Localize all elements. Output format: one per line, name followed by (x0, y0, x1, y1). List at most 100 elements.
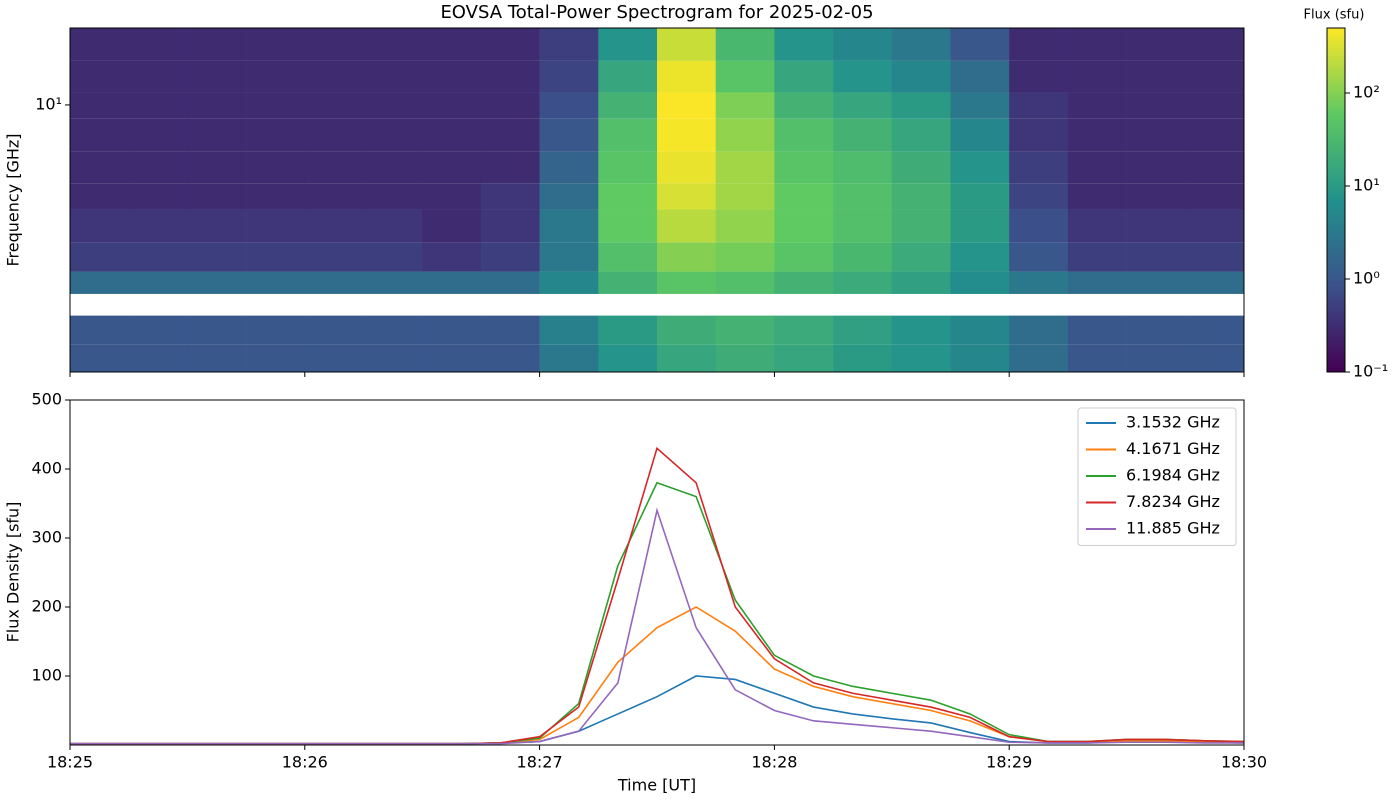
x-tick-label: 18:30 (1221, 753, 1267, 772)
heatmap-cell (715, 151, 775, 184)
heatmap-cell (480, 344, 540, 372)
heatmap-cell (1009, 315, 1069, 345)
heatmap-cell (539, 183, 599, 210)
heatmap-cell (70, 118, 129, 152)
heatmap-cell (774, 242, 834, 272)
heatmap-cell (1185, 151, 1245, 184)
heatmap-cell (304, 242, 364, 272)
chart-title: EOVSA Total-Power Spectrogram for 2025-0… (440, 2, 873, 23)
heatmap-cell (1067, 344, 1127, 372)
x-tick-label: 18:26 (282, 753, 328, 772)
y-axis-label: Frequency [GHz] (4, 133, 23, 266)
heatmap-cell (657, 315, 716, 345)
heatmap-cell (187, 242, 247, 272)
series-line (70, 446, 1245, 745)
heatmap-cell (1067, 183, 1127, 210)
heatmap-cell (363, 344, 423, 372)
heatmap-cell (304, 118, 364, 152)
heatmap-cell (422, 118, 482, 152)
heatmap-cell (715, 209, 775, 243)
series-line (70, 481, 1245, 745)
heatmap-cell (657, 92, 716, 119)
heatmap-cell (246, 271, 306, 294)
legend-label: 11.885 GHz (1126, 519, 1220, 538)
colorbar-tick-label: 10⁰ (1353, 269, 1380, 288)
heatmap-cell (246, 118, 306, 152)
legend-label: 3.1532 GHz (1126, 413, 1220, 432)
heatmap-cell (833, 92, 893, 119)
y-tick-label: 300 (31, 528, 62, 547)
heatmap-cell (70, 28, 129, 61)
heatmap-cell (833, 242, 893, 272)
heatmap-cell (598, 344, 658, 372)
heatmap-cell (1126, 183, 1186, 210)
heatmap-cell (363, 60, 423, 93)
heatmap-cell (539, 271, 599, 294)
heatmap-cell (70, 151, 129, 184)
heatmap-cell (246, 315, 306, 345)
heatmap-cell (1009, 28, 1069, 61)
heatmap-cell (833, 28, 893, 61)
heatmap-cell (598, 315, 658, 345)
heatmap-cell (246, 242, 306, 272)
heatmap-cell (539, 92, 599, 119)
heatmap-cell (891, 344, 951, 372)
x-tick-label: 18:28 (751, 753, 797, 772)
heatmap-cell (891, 271, 951, 294)
heatmap-cell (246, 28, 306, 61)
heatmap-cell (1126, 118, 1186, 152)
heatmap-cell (1009, 60, 1069, 93)
y-tick-label: 200 (31, 597, 62, 616)
heatmap-cell (422, 28, 482, 61)
heatmap-cell (1009, 271, 1069, 294)
heatmap-cell (363, 271, 423, 294)
heatmap-cell (246, 92, 306, 119)
heatmap-cell (657, 209, 716, 243)
heatmap-cell (539, 209, 599, 243)
heatmap-cell (950, 118, 1010, 152)
heatmap-cell (891, 151, 951, 184)
heatmap-cell (715, 118, 775, 152)
heatmap-cell (1185, 28, 1245, 61)
heatmap-cell (304, 315, 364, 345)
heatmap-cell (246, 183, 306, 210)
heatmap-cell (598, 183, 658, 210)
heatmap-cell (1126, 28, 1186, 61)
heatmap-cell (363, 28, 423, 61)
heatmap-cell (128, 183, 188, 210)
heatmap-cell (774, 151, 834, 184)
heatmap-cell (363, 118, 423, 152)
heatmap-cell (70, 183, 129, 210)
heatmap-cell (246, 209, 306, 243)
x-tick-label: 18:25 (47, 753, 93, 772)
x-tick-label: 18:29 (986, 753, 1032, 772)
colorbar-label: Flux (sfu) (1304, 8, 1365, 23)
heatmap-cell (1067, 60, 1127, 93)
heatmap-cell (833, 344, 893, 372)
heatmap-cell (657, 28, 716, 61)
y-axis-label: Flux Density [sfu] (4, 502, 23, 643)
heatmap-cell (480, 28, 540, 61)
colorbar-tick-label: 10¹ (1353, 176, 1380, 195)
heatmap-cell (1126, 92, 1186, 119)
heatmap-cell (70, 344, 129, 372)
heatmap-cell (480, 271, 540, 294)
heatmap-cell (891, 315, 951, 345)
heatmap-cell (539, 28, 599, 61)
heatmap-cell (422, 315, 482, 345)
heatmap-cell (833, 118, 893, 152)
heatmap-cell (539, 60, 599, 93)
heatmap-cell (598, 28, 658, 61)
heatmap-cell (950, 271, 1010, 294)
heatmap-cell (774, 183, 834, 210)
heatmap-cell (539, 344, 599, 372)
heatmap-cell (715, 92, 775, 119)
heatmap-cell (70, 209, 129, 243)
heatmap-cell (1067, 271, 1127, 294)
heatmap-cell (715, 60, 775, 93)
heatmap-cell (304, 151, 364, 184)
heatmap-cell (304, 183, 364, 210)
heatmap-cell (715, 315, 775, 345)
heatmap-cell (422, 60, 482, 93)
legend-label: 6.1984 GHz (1126, 466, 1220, 485)
